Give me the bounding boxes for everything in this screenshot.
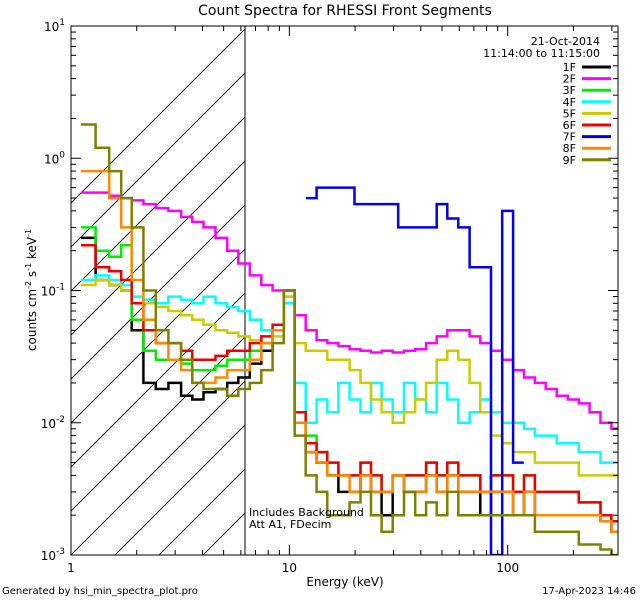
legend-label-3F: 3F bbox=[563, 84, 576, 97]
y-tick-label: 101 bbox=[44, 18, 65, 34]
series-layer bbox=[81, 123, 618, 555]
series-4F bbox=[81, 274, 618, 464]
hatch-line bbox=[71, 248, 245, 424]
series-3F bbox=[81, 226, 618, 523]
y-axis-label: counts cm-2 s-1 keV-1 bbox=[24, 229, 39, 351]
hatch-line bbox=[114, 424, 245, 555]
series-9F bbox=[81, 123, 618, 555]
annotation-attenuator: Att A1, FDecim bbox=[249, 518, 331, 531]
x-axis-label: Energy (keV) bbox=[306, 575, 383, 589]
hatch-line bbox=[71, 160, 245, 336]
hatched-region bbox=[71, 28, 245, 555]
x-tick-label: 100 bbox=[496, 561, 519, 575]
hatch-line bbox=[71, 336, 245, 512]
legend-label-6F: 6F bbox=[563, 119, 576, 132]
legend-label-7F: 7F bbox=[563, 131, 576, 144]
series-5F bbox=[81, 278, 618, 477]
hatch-line bbox=[71, 72, 245, 248]
series-7F bbox=[305, 186, 524, 555]
footer-generated-by: Generated by hsi_min_spectra_plot.pro bbox=[2, 586, 198, 597]
footer-timestamp: 17-Apr-2023 14:46 bbox=[542, 586, 636, 597]
header-date: 21-Oct-2014 bbox=[531, 35, 600, 48]
legend-label-8F: 8F bbox=[563, 142, 576, 155]
y-tick-label: 10-1 bbox=[41, 283, 65, 299]
y-tick-label: 10-2 bbox=[41, 415, 65, 431]
y-tick-label: 100 bbox=[44, 150, 65, 166]
legend-label-9F: 9F bbox=[563, 154, 576, 167]
legend-label-5F: 5F bbox=[563, 107, 576, 120]
y-tick-label: 10-3 bbox=[41, 547, 65, 563]
x-tick-label: 10 bbox=[282, 561, 297, 575]
header-time-range: 11:14:00 to 11:15:00 bbox=[483, 47, 600, 60]
legend-label-1F: 1F bbox=[563, 61, 576, 74]
series-1F bbox=[81, 236, 618, 533]
series-2F bbox=[81, 191, 618, 431]
hatch-line bbox=[71, 204, 245, 380]
series-8F bbox=[81, 169, 618, 533]
x-tick-label: 1 bbox=[67, 561, 75, 575]
annotation-background: Includes Background bbox=[249, 506, 364, 519]
legend-label-4F: 4F bbox=[563, 96, 576, 109]
chart-title: Count Spectra for RHESSI Front Segments bbox=[198, 3, 492, 19]
legend-label-2F: 2F bbox=[563, 73, 576, 86]
hatch-line bbox=[71, 28, 245, 204]
axis-ticks: 1 10 100 10-3 10-2 10-1 100 101 bbox=[41, 18, 618, 575]
hatch-line bbox=[71, 380, 245, 555]
